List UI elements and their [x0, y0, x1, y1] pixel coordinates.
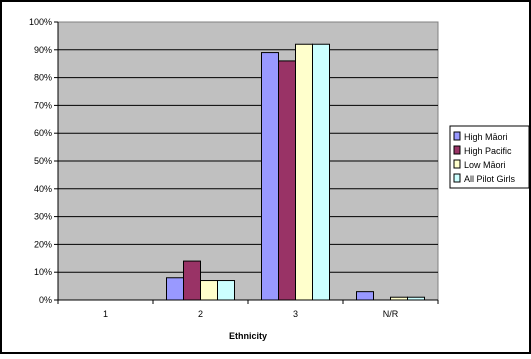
- legend-swatch: [453, 145, 461, 155]
- y-tick-labels: 0% 10% 20% 30% 40% 50% 60% 70% 80% 90% 100%: [29, 17, 52, 305]
- legend-label: High Māori: [464, 132, 508, 142]
- legend: High Māori High Pacific Low Māori All Pilot…: [449, 125, 530, 189]
- legend-swatch: [453, 159, 461, 169]
- x-tick-label: 2: [198, 309, 203, 319]
- bar: [278, 60, 296, 301]
- y-tick-label: 40%: [34, 184, 52, 194]
- legend-label: All Pilot Girls: [464, 174, 516, 184]
- y-tick-label: 70%: [34, 100, 52, 110]
- x-tick-label: 3: [293, 309, 298, 319]
- bar: [200, 280, 218, 301]
- y-tick-label: 30%: [34, 212, 52, 222]
- y-tick-label: 50%: [34, 156, 52, 166]
- bar: [166, 277, 184, 301]
- legend-swatch: [453, 131, 461, 141]
- bar: [217, 280, 235, 301]
- bar: [312, 43, 330, 301]
- legend-swatch: [453, 173, 461, 183]
- x-tick-labels: 1 2 3 N/R: [103, 309, 399, 319]
- y-tick-label: 20%: [34, 239, 52, 249]
- x-tick-label: N/R: [383, 309, 399, 319]
- y-tick-label: 100%: [29, 17, 52, 27]
- bar: [183, 260, 201, 301]
- bar: [295, 43, 313, 301]
- y-tick-label: 10%: [34, 267, 52, 277]
- legend-box: [449, 125, 530, 189]
- y-tick-label: 60%: [34, 128, 52, 138]
- x-tick-label: 1: [103, 309, 108, 319]
- y-tick-label: 80%: [34, 73, 52, 83]
- legend-label: Low Māori: [464, 160, 506, 170]
- bar: [356, 291, 374, 301]
- bars-layer: [166, 43, 425, 301]
- y-tick-label: 0%: [39, 295, 52, 305]
- legend-label: High Pacific: [464, 146, 512, 156]
- bar: [261, 52, 279, 301]
- y-tick-label: 90%: [34, 45, 52, 55]
- grid-layer: [58, 49, 438, 273]
- axes-layer: [54, 21, 439, 304]
- x-axis-title: Ethnicity: [229, 331, 267, 341]
